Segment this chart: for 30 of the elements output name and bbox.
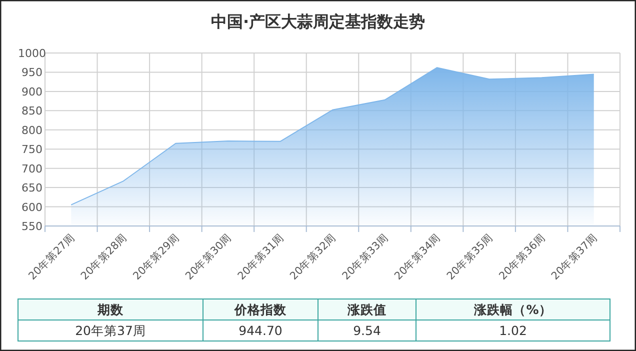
x-tick-label: 20年第34周	[392, 232, 444, 282]
x-tick-label: 20年第28周	[78, 232, 130, 282]
x-tick-label: 20年第27周	[26, 232, 78, 282]
y-tick-label: 1000	[18, 47, 46, 60]
y-tick-label: 850	[22, 104, 42, 118]
text: 1.02	[499, 323, 527, 338]
x-tick-label: 20年第29周	[131, 232, 182, 282]
chart-title: 中国·产区大蒜周定基指数走势	[210, 12, 426, 31]
y-tick-label: 700	[22, 162, 42, 176]
text: 价格指数	[234, 302, 288, 317]
y-tick-label: 900	[22, 85, 42, 98]
text: 944.70	[238, 323, 282, 338]
y-tick-label: 550	[22, 220, 42, 233]
text: 涨跌值	[346, 302, 386, 317]
y-tick-label: 650	[22, 182, 42, 195]
x-tick-label: 20年第32周	[288, 232, 339, 282]
x-tick-label: 20年第36周	[496, 232, 548, 282]
x-tick-label: 20年第35周	[444, 232, 496, 282]
text: 期数	[96, 302, 124, 317]
y-tick-label: 950	[22, 66, 42, 80]
x-tick-label: 20年第31周	[236, 232, 286, 282]
x-tick-label: 20年第30周	[183, 232, 234, 282]
x-tick-label: 20年第37周	[549, 232, 600, 282]
text: 涨跌幅（%）	[473, 302, 552, 317]
y-tick-label: 800	[22, 124, 42, 137]
text: 20年第37周	[75, 323, 146, 338]
y-tick-label: 750	[22, 143, 42, 156]
y-tick-label: 600	[22, 200, 42, 214]
text: 9.54	[353, 323, 381, 338]
x-tick-label: 20年第33周	[340, 232, 391, 282]
